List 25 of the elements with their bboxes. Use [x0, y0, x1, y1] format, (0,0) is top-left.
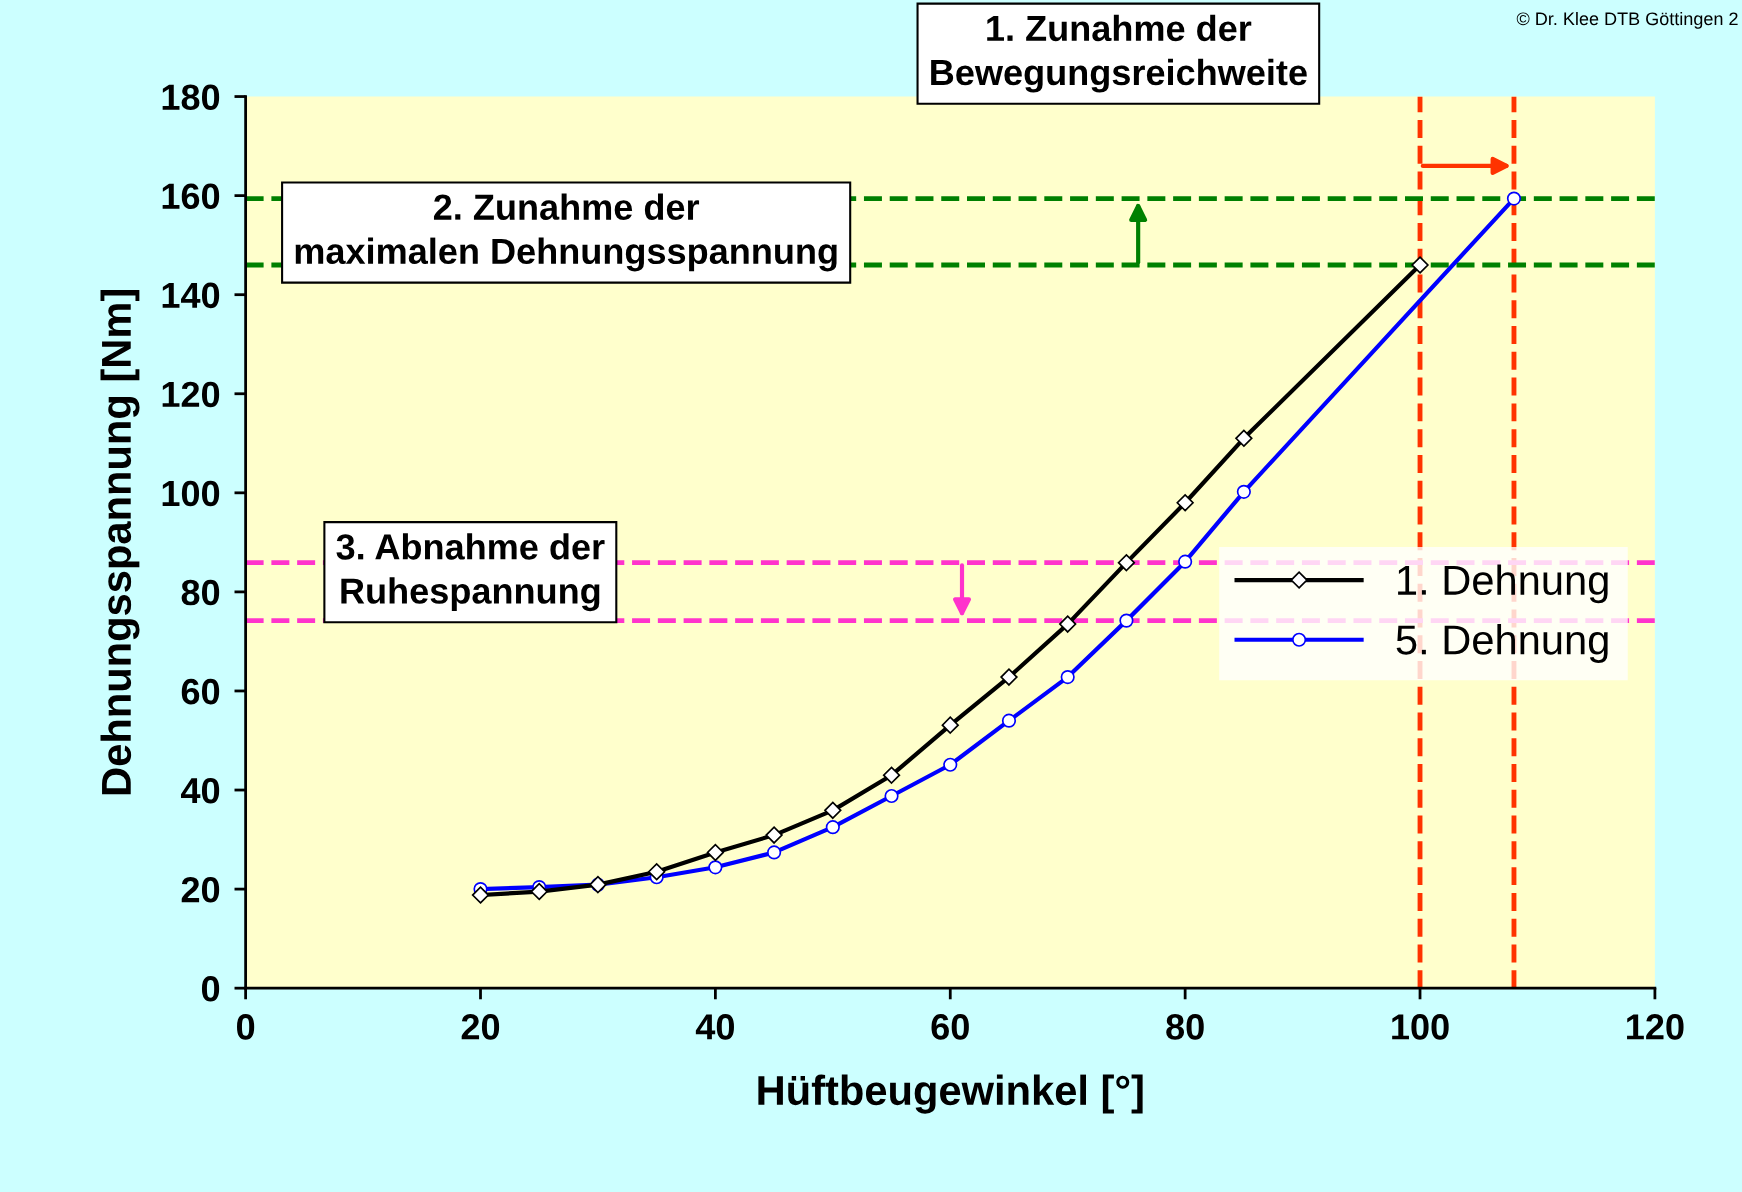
- y-tick-label: 140: [162, 282, 220, 309]
- text: © Dr. Klee DTB Göttingen 2: [1516, 11, 1738, 29]
- x-tick-label: 40: [695, 1014, 734, 1040]
- x-tick-label: 20: [461, 1014, 500, 1040]
- y-tick-label: 100: [162, 480, 220, 507]
- x-axis-title: Hüftbeugewinkel [°]: [758, 1074, 1143, 1114]
- x-tick-label: 80: [1166, 1014, 1204, 1040]
- legend-label: 5. Dehnung: [1396, 624, 1608, 663]
- x-tick-label: 120: [1627, 1014, 1684, 1040]
- x-tick-label: 100: [1392, 1014, 1449, 1040]
- legend-label: 1. Dehnung: [1398, 564, 1608, 604]
- y-tick-label: 120: [162, 381, 220, 408]
- y-tick-label: 40: [181, 777, 220, 804]
- y-tick-label: 60: [181, 678, 220, 705]
- x-tick-label: 0: [237, 1014, 255, 1040]
- y-tick-label: 0: [201, 976, 220, 1002]
- text: 1. Zunahme der Bewegungsreichweite: [931, 14, 1307, 93]
- annotation: 3. Abnahme der Ruhespannung: [336, 533, 605, 612]
- y-tick-label: 160: [162, 183, 220, 210]
- y-tick-label: 20: [181, 876, 220, 903]
- y-axis-title: Dehnungsspannung [Nm]: [100, 290, 140, 795]
- y-tick-label: 180: [162, 84, 220, 110]
- y-tick-label: 80: [181, 579, 220, 606]
- annotation: 2. Zunahme der maximalen Dehnungsspannung: [295, 193, 837, 272]
- x-tick-label: 60: [931, 1014, 969, 1040]
